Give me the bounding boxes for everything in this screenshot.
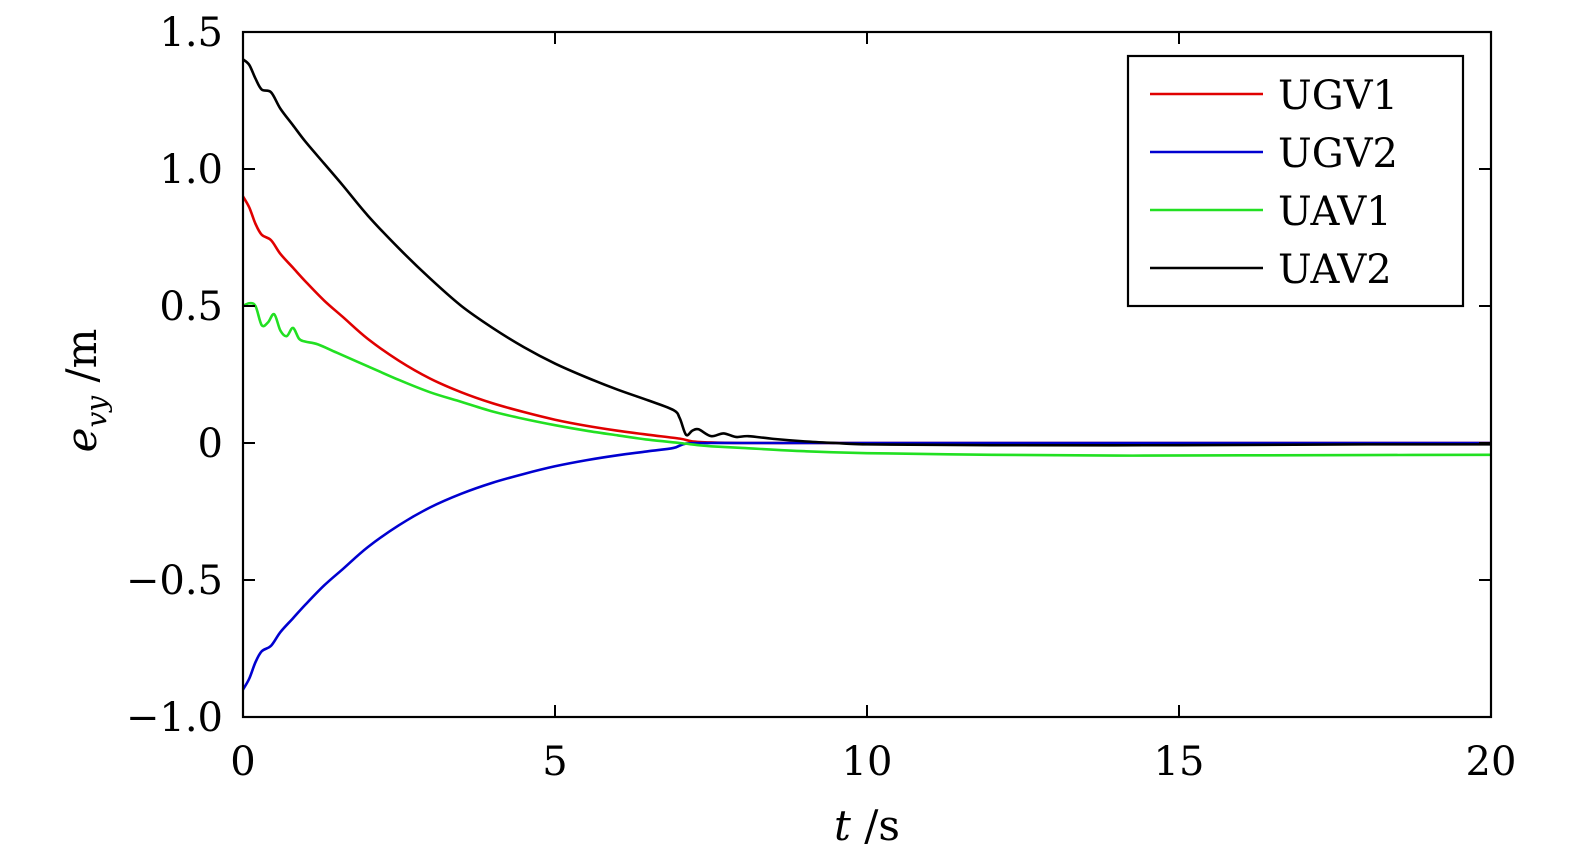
- y-tick-label: 0: [198, 421, 223, 467]
- y-tick-label: 1.0: [159, 147, 223, 193]
- y-axis-label: evy /m: [57, 329, 113, 453]
- series-line-uav1: [242, 301, 1492, 457]
- series-line-ugv2: [241, 441, 1491, 691]
- y-tick-label: −1.0: [126, 695, 223, 741]
- y-tick-label: 0.5: [159, 284, 223, 330]
- x-axis-label: t /s: [834, 801, 900, 850]
- legend-label-uav1: UAV1: [1278, 189, 1392, 235]
- series-line-uav2: [242, 58, 1492, 447]
- plot-area: [241, 30, 1493, 719]
- legend-label-uav2: UAV2: [1278, 247, 1392, 293]
- ticks-layer: [242, 31, 1492, 718]
- legend: UGV1 UGV2 UAV1 UAV2: [1126, 54, 1465, 308]
- series-layer: [241, 58, 1492, 691]
- x-tick-label: 15: [1154, 739, 1205, 785]
- y-tick-label: −0.5: [126, 558, 223, 604]
- x-tick-label: 5: [542, 739, 567, 785]
- x-tick-label: 20: [1466, 739, 1517, 785]
- x-tick-label: 10: [842, 739, 893, 785]
- y-tick-label: 1.5: [159, 10, 223, 56]
- legend-box: [1126, 54, 1465, 308]
- legend-label-ugv2: UGV2: [1278, 131, 1398, 177]
- labels-layer: 0 5 10 15 20 −1.0 −0.5 0 0.5 1.0 1.5 t /s evy /m: [57, 10, 1516, 850]
- x-tick-label: 0: [230, 739, 255, 785]
- legend-label-ugv1: UGV1: [1278, 73, 1398, 119]
